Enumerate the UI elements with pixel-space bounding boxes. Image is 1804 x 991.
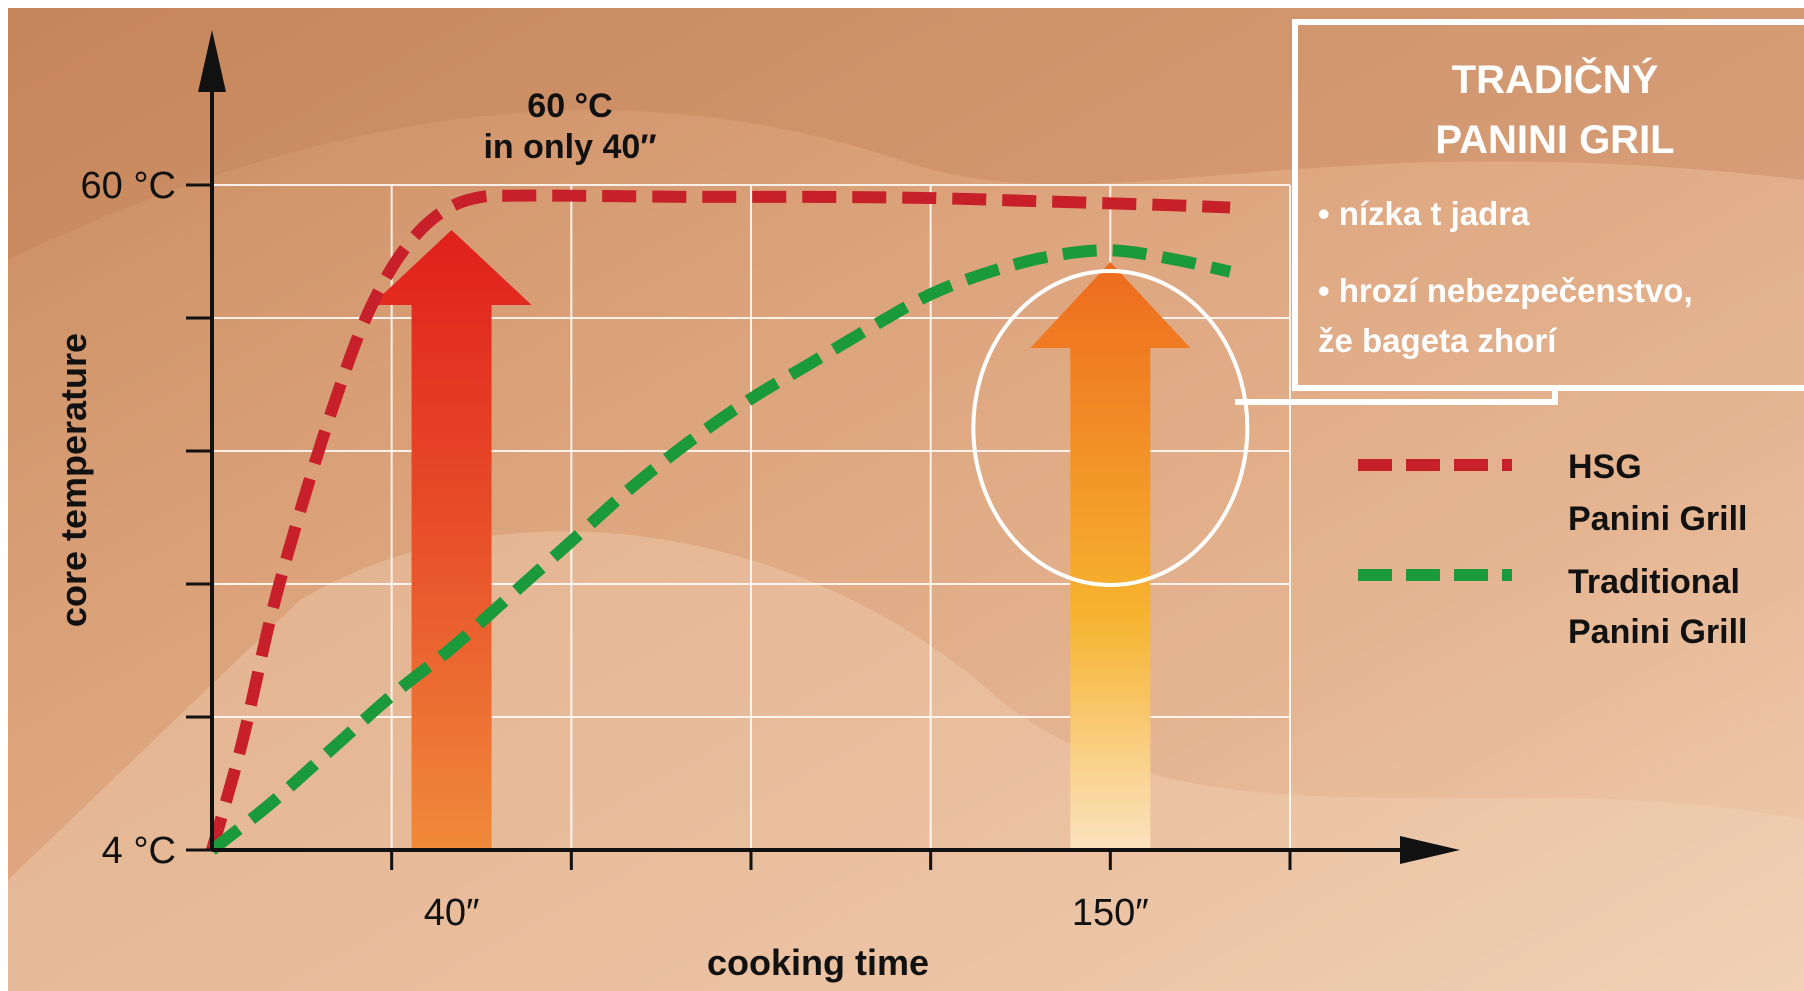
arrow-hsg [371, 230, 532, 850]
legend: HSG Panini Grill Traditional Panini Gril… [1358, 448, 1747, 651]
x-tick-label: 40″ [424, 892, 480, 934]
arrow-traditional [1030, 262, 1191, 850]
legend-label-hsg-2: Panini Grill [1568, 500, 1747, 538]
series-hsg-line [206, 189, 1231, 852]
x-axis-title: cooking time [707, 942, 929, 983]
y-tick-label: 60 °C [81, 165, 176, 207]
legend-label-hsg-1: HSG [1568, 448, 1642, 486]
legend-label-traditional-1: Traditional [1568, 563, 1740, 601]
info-box-bullet-3: že bageta zhorí [1318, 322, 1558, 359]
legend-label-traditional-2: Panini Grill [1568, 613, 1747, 651]
annotation-line-2: in only 40″ [483, 128, 656, 166]
y-tick-label: 4 °C [102, 830, 176, 872]
highlight-arrows [371, 230, 1250, 850]
y-axis-arrowhead [198, 30, 226, 92]
x-axis-arrowhead [1400, 836, 1460, 864]
info-box-connector [1235, 388, 1558, 405]
axes: 40″ 150″ 4 °C 60 °C [81, 30, 1460, 934]
annotation-line-1: 60 °C [527, 87, 612, 125]
background-texture [8, 8, 1804, 260]
series-traditional-line [208, 244, 1232, 855]
info-box: TRADIČNÝ PANINI GRIL • nízka t jadra • h… [1235, 19, 1804, 405]
highlight-ellipse [971, 269, 1250, 587]
series-lines [206, 189, 1232, 855]
y-axis-title: core temperature [53, 333, 94, 627]
info-box-title-1: TRADIČNÝ [1452, 56, 1659, 102]
info-box-bullet-1: • nízka t jadra [1318, 195, 1530, 232]
info-box-title-2: PANINI GRIL [1435, 118, 1674, 162]
x-tick-label: 150″ [1072, 892, 1149, 934]
info-box-bullet-2: • hrozí nebezpečenstvo, [1318, 272, 1693, 309]
